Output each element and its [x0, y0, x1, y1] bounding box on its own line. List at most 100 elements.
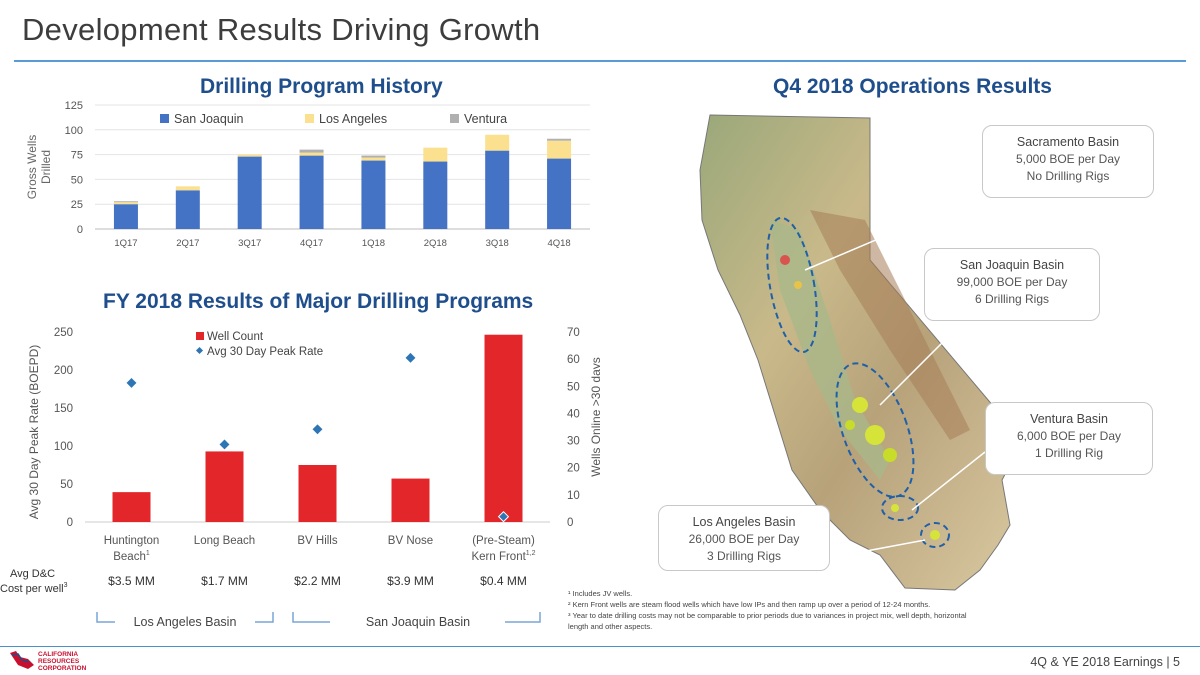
- footer-page-label: 4Q & YE 2018 Earnings | 5: [1030, 655, 1180, 669]
- slide-title: Development Results Driving Growth: [22, 12, 541, 47]
- x-tick-label-line2: Kern Front1,2: [471, 550, 535, 563]
- bar-los-angeles: [175, 186, 200, 191]
- footer-divider: [0, 646, 1200, 647]
- callout-production: 99,000 BOE per Day: [956, 275, 1068, 289]
- bracket-los-angeles: [255, 612, 274, 623]
- legend-label: San Joaquin: [174, 112, 244, 126]
- basin-group-label: Los Angeles Basin: [134, 615, 237, 629]
- callout-rigs: No Drilling Rigs: [1026, 169, 1110, 183]
- bar-well-count: [112, 492, 151, 522]
- footnote-3: ³ Year to date drilling costs may not be…: [568, 611, 967, 631]
- logo-line: RESOURCES: [38, 658, 80, 665]
- legend-label: Ventura: [464, 112, 507, 126]
- y-right-tick-label: 60: [567, 354, 580, 366]
- callout-production: 26,000 BOE per Day: [688, 532, 800, 546]
- logo-line: CORPORATION: [38, 665, 87, 672]
- callout-los-angeles-basin: Los Angeles Basin 26,000 BOE per Day 3 D…: [658, 505, 830, 571]
- x-tick-label-line2: Beach1: [113, 550, 150, 563]
- bar-well-count: [298, 465, 337, 522]
- cost-row-label: Cost per well3: [0, 582, 68, 595]
- bar-ventura: [113, 201, 138, 203]
- basin-group-label: San Joaquin Basin: [366, 615, 470, 629]
- bar-los-angeles: [113, 202, 138, 205]
- bar-los-angeles: [485, 134, 510, 151]
- bar-ventura: [547, 138, 572, 141]
- x-tick-label: 4Q17: [300, 238, 323, 249]
- x-tick-label: 4Q18: [547, 238, 570, 249]
- y-axis-label: Drilled: [39, 150, 53, 184]
- footnote-2: ² Kern Front wells are steam flood wells…: [568, 600, 931, 609]
- legend-label: Avg 30 Day Peak Rate: [207, 346, 323, 358]
- legend-swatch: [160, 114, 169, 123]
- point-peak-rate: [126, 377, 137, 388]
- x-tick-label: 1Q17: [114, 238, 137, 249]
- point-peak-rate: [312, 424, 323, 435]
- basin-outlines: [766, 216, 950, 548]
- point-peak-rate: [405, 352, 416, 363]
- bar-san-joaquin: [113, 204, 138, 229]
- bar-los-angeles: [299, 152, 324, 156]
- y-right-axis-label: Wells Online >30 days: [589, 357, 600, 477]
- y-right-tick-label: 30: [567, 436, 580, 448]
- x-tick-label: 2Q18: [424, 238, 447, 249]
- bar-well-count: [205, 451, 244, 522]
- logo-line: CALIFORNIA: [38, 651, 79, 658]
- bar-well-count: [391, 478, 430, 522]
- callout-rigs: 1 Drilling Rig: [1034, 446, 1104, 460]
- y-tick-label: 125: [65, 100, 83, 112]
- bracket-san-joaquin: [505, 612, 541, 623]
- bar-well-count: [484, 334, 523, 522]
- callout-production: 6,000 BOE per Day: [1016, 429, 1122, 443]
- map-title: Q4 2018 Operations Results: [773, 75, 1052, 98]
- y-tick-label: 25: [71, 199, 83, 211]
- y-tick-label: 150: [54, 403, 73, 415]
- legend-label: Well Count: [207, 331, 264, 343]
- y-right-tick-label: 50: [567, 381, 580, 393]
- x-tick-superscript: 1,2: [526, 550, 536, 557]
- y-axis-label: Gross Wells: [25, 135, 39, 199]
- sacramento-basin-outline: [766, 216, 818, 354]
- point-peak-rate: [219, 439, 230, 450]
- callout-title: Ventura Basin: [1030, 412, 1108, 426]
- y-tick-label: 50: [71, 174, 83, 186]
- ventura-basin-outline: [881, 495, 919, 521]
- bar-san-joaquin: [547, 158, 572, 229]
- y-right-tick-label: 0: [567, 517, 573, 529]
- callout-leaders: [804, 194, 986, 556]
- bar-san-joaquin: [485, 150, 510, 229]
- callout-rigs: 3 Drilling Rigs: [706, 549, 782, 563]
- x-tick-label: 2Q17: [176, 238, 199, 249]
- callout-san-joaquin-basin: San Joaquin Basin 99,000 BOE per Day 6 D…: [924, 248, 1100, 321]
- y-tick-label: 250: [54, 327, 73, 339]
- cost-value: $1.7 MM: [201, 574, 248, 588]
- bracket-los-angeles: [96, 612, 115, 623]
- bar-san-joaquin: [237, 156, 262, 229]
- point-peak-rate: [497, 511, 510, 523]
- legend-label: Los Angeles: [319, 112, 387, 126]
- x-tick-label: 1Q18: [362, 238, 385, 249]
- callout-title: Sacramento Basin: [1016, 135, 1120, 149]
- y-tick-label: 200: [54, 365, 73, 377]
- legend-swatch: [196, 332, 204, 340]
- callout-ventura-basin: Ventura Basin 6,000 BOE per Day 1 Drilli…: [985, 402, 1153, 475]
- y-tick-label: 0: [67, 517, 73, 529]
- company-logo-icon: [10, 651, 34, 669]
- drilling-history-title: Drilling Program History: [200, 75, 443, 98]
- x-tick-label: BV Nose: [388, 535, 433, 547]
- y-right-tick-label: 40: [567, 408, 580, 420]
- x-tick-label: 3Q17: [238, 238, 261, 249]
- oil-fields: [780, 255, 940, 540]
- footnotes: ¹ Includes JV wells. ² Kern Front wells …: [568, 588, 988, 632]
- bar-ventura: [299, 149, 324, 153]
- bar-los-angeles: [423, 147, 448, 162]
- san-joaquin-basin-outline: [835, 362, 915, 498]
- cost-value: $3.5 MM: [108, 574, 155, 588]
- y-axis-label: Avg 30 Day Peak Rate (BOEPD): [27, 345, 41, 520]
- callout-production: 5,000 BOE per Day: [1015, 152, 1121, 166]
- legend-swatch: [305, 114, 314, 123]
- callout-sacramento-basin: Sacramento Basin 5,000 BOE per Day No Dr…: [982, 125, 1154, 198]
- x-tick-label: 3Q18: [486, 238, 509, 249]
- company-logo-text: CALIFORNIA RESOURCES CORPORATION: [38, 651, 86, 672]
- y-right-tick-label: 70: [567, 327, 580, 339]
- cost-value: $3.9 MM: [387, 574, 434, 588]
